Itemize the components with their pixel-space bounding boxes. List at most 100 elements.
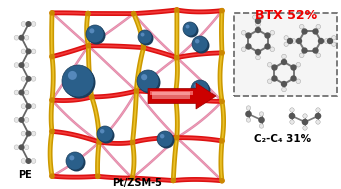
Circle shape bbox=[97, 139, 102, 145]
Circle shape bbox=[267, 79, 272, 84]
Circle shape bbox=[289, 113, 295, 119]
Circle shape bbox=[18, 62, 25, 68]
Circle shape bbox=[270, 47, 275, 52]
Circle shape bbox=[14, 118, 19, 122]
Circle shape bbox=[241, 47, 246, 52]
Circle shape bbox=[258, 117, 265, 123]
Bar bbox=[234, 13, 337, 96]
Circle shape bbox=[194, 83, 199, 88]
Circle shape bbox=[195, 39, 199, 43]
Circle shape bbox=[14, 90, 19, 95]
Circle shape bbox=[246, 118, 251, 122]
Circle shape bbox=[21, 104, 26, 109]
Circle shape bbox=[85, 11, 91, 16]
Circle shape bbox=[259, 124, 264, 128]
Circle shape bbox=[137, 70, 159, 92]
Circle shape bbox=[282, 54, 286, 59]
Circle shape bbox=[159, 132, 175, 149]
Circle shape bbox=[315, 113, 321, 119]
Circle shape bbox=[183, 22, 197, 36]
Circle shape bbox=[193, 37, 209, 53]
Circle shape bbox=[140, 33, 145, 36]
Circle shape bbox=[138, 71, 161, 94]
Circle shape bbox=[301, 47, 308, 54]
Circle shape bbox=[219, 8, 225, 13]
Circle shape bbox=[49, 10, 55, 16]
Circle shape bbox=[21, 131, 26, 136]
Circle shape bbox=[130, 140, 135, 145]
Circle shape bbox=[157, 131, 173, 147]
Circle shape bbox=[271, 75, 278, 82]
Circle shape bbox=[271, 64, 278, 71]
Circle shape bbox=[282, 87, 286, 92]
Circle shape bbox=[302, 119, 308, 125]
Circle shape bbox=[296, 62, 300, 67]
Circle shape bbox=[324, 39, 329, 43]
Text: C₂-C₄ 31%: C₂-C₄ 31% bbox=[254, 134, 312, 144]
Circle shape bbox=[18, 35, 25, 41]
Circle shape bbox=[253, 15, 257, 19]
Circle shape bbox=[49, 97, 55, 103]
Circle shape bbox=[174, 135, 180, 140]
Circle shape bbox=[31, 76, 36, 81]
Circle shape bbox=[68, 153, 86, 171]
Circle shape bbox=[255, 18, 261, 24]
Circle shape bbox=[26, 48, 31, 54]
Circle shape bbox=[312, 47, 319, 54]
Circle shape bbox=[219, 50, 225, 56]
Circle shape bbox=[290, 120, 294, 124]
Circle shape bbox=[14, 63, 19, 67]
Text: Pt/ZSM-5: Pt/ZSM-5 bbox=[112, 178, 162, 188]
Circle shape bbox=[332, 36, 336, 40]
Circle shape bbox=[312, 28, 319, 35]
Circle shape bbox=[24, 118, 29, 122]
Circle shape bbox=[97, 126, 113, 142]
FancyArrow shape bbox=[150, 91, 193, 95]
Circle shape bbox=[301, 28, 308, 35]
Circle shape bbox=[245, 32, 252, 39]
Circle shape bbox=[18, 90, 25, 95]
Circle shape bbox=[49, 173, 55, 179]
Circle shape bbox=[255, 49, 261, 55]
Circle shape bbox=[186, 25, 190, 29]
Circle shape bbox=[296, 38, 302, 44]
Circle shape bbox=[327, 38, 333, 44]
Circle shape bbox=[191, 80, 209, 98]
Circle shape bbox=[21, 159, 26, 163]
Circle shape bbox=[193, 81, 210, 99]
FancyArrow shape bbox=[152, 91, 190, 98]
Circle shape bbox=[14, 35, 19, 40]
Circle shape bbox=[86, 25, 104, 43]
Circle shape bbox=[26, 158, 31, 164]
Circle shape bbox=[256, 22, 260, 27]
Circle shape bbox=[24, 63, 29, 67]
Circle shape bbox=[31, 131, 36, 136]
Circle shape bbox=[31, 49, 36, 54]
Circle shape bbox=[259, 112, 264, 116]
Circle shape bbox=[174, 55, 180, 60]
Circle shape bbox=[316, 24, 321, 29]
Circle shape bbox=[99, 128, 115, 143]
Circle shape bbox=[18, 144, 25, 150]
Circle shape bbox=[24, 145, 29, 150]
Text: BTX 52%: BTX 52% bbox=[255, 9, 317, 22]
Circle shape bbox=[241, 30, 246, 35]
Circle shape bbox=[264, 32, 271, 39]
Circle shape bbox=[62, 65, 94, 97]
Circle shape bbox=[270, 30, 275, 35]
Circle shape bbox=[303, 126, 307, 130]
Circle shape bbox=[174, 7, 180, 13]
Circle shape bbox=[139, 32, 153, 46]
Circle shape bbox=[141, 74, 147, 80]
Circle shape bbox=[31, 104, 36, 109]
Circle shape bbox=[26, 131, 31, 137]
Circle shape bbox=[26, 103, 31, 109]
Circle shape bbox=[88, 26, 105, 44]
Circle shape bbox=[316, 53, 321, 58]
Circle shape bbox=[219, 178, 225, 184]
Circle shape bbox=[284, 42, 288, 46]
Circle shape bbox=[21, 49, 26, 54]
Circle shape bbox=[316, 120, 320, 124]
Circle shape bbox=[66, 152, 84, 170]
Circle shape bbox=[318, 38, 324, 44]
